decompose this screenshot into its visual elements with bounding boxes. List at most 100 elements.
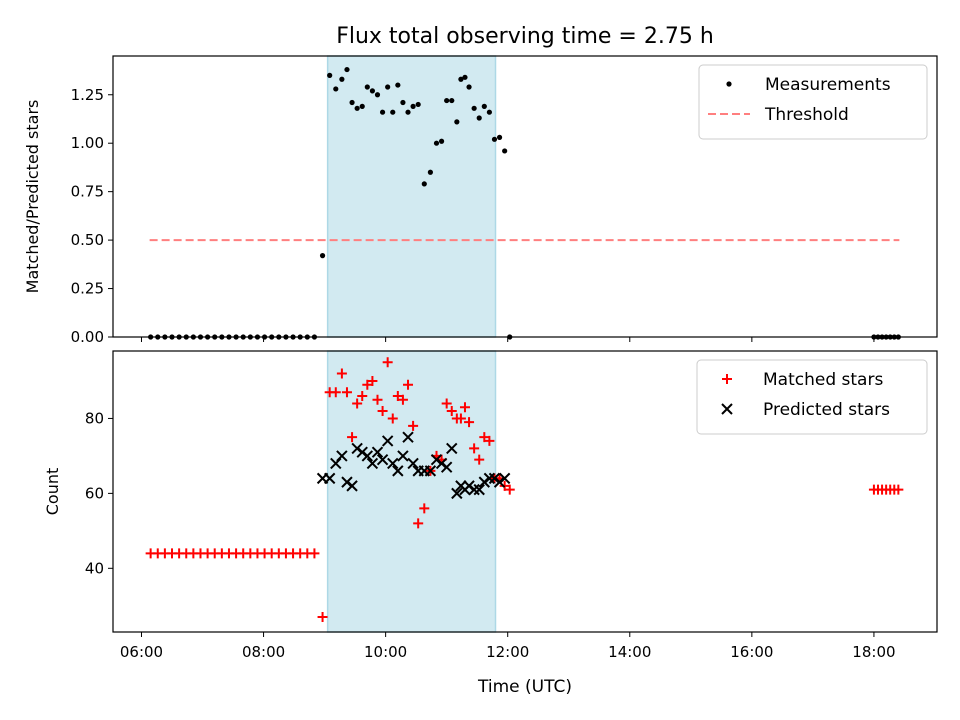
data-point (364, 84, 370, 90)
chart-title: Flux total observing time = 2.75 h (336, 24, 714, 49)
plot-frame (112, 350, 938, 633)
legend-label: Measurements (765, 75, 891, 95)
data-point (421, 181, 427, 187)
observing-span (326, 350, 497, 633)
data-point (390, 109, 396, 115)
data-point (440, 461, 453, 473)
data-point (449, 97, 455, 104)
data-point (319, 253, 326, 259)
data-point (323, 472, 336, 485)
x-tick-label: 10:00 (364, 643, 407, 661)
data-point (374, 92, 381, 98)
data-point (395, 82, 401, 88)
data-point (354, 105, 360, 111)
data-point (361, 450, 374, 462)
data-point (392, 390, 403, 401)
data-point (387, 457, 399, 470)
data-point (468, 483, 480, 496)
data-point (484, 435, 495, 446)
data-point (352, 398, 363, 409)
y-tick-label: 80 (85, 409, 104, 427)
data-point (458, 76, 464, 82)
data-point (441, 398, 452, 409)
x-tick-label: 16:00 (730, 643, 773, 661)
data-point (403, 379, 414, 390)
y-tick-label: 1.00 (71, 134, 104, 152)
data-point (455, 413, 466, 424)
data-point (400, 99, 406, 106)
legend-marker (721, 403, 733, 415)
data-point (359, 103, 365, 109)
x-tick-label: 06:00 (120, 643, 163, 661)
data-point (407, 457, 419, 470)
data-point (446, 442, 458, 455)
data-point (379, 109, 386, 115)
data-point (479, 432, 490, 443)
data-point (466, 84, 472, 90)
data-point (464, 417, 475, 428)
data-point (469, 443, 480, 454)
data-point (317, 612, 328, 623)
data-point (415, 101, 421, 108)
data-point (419, 503, 430, 514)
y-tick-label: 0.25 (71, 280, 104, 298)
data-point (451, 487, 463, 500)
x-tick-label: 08:00 (242, 643, 285, 661)
data-point (341, 387, 352, 398)
plot-frame (112, 55, 938, 338)
data-point (362, 379, 373, 390)
data-point (397, 450, 409, 462)
data-point (385, 84, 391, 90)
data-point (486, 109, 492, 115)
data-point (366, 457, 379, 470)
bottom-panel-counts: 40 60 80 06:00 08:00 10:00 12:00 14:00 16:00 18:0… (43, 350, 938, 661)
data-point (369, 88, 376, 94)
legend-marker (722, 374, 732, 384)
data-point (402, 431, 414, 443)
data-point (893, 484, 904, 495)
data-point (481, 103, 487, 109)
data-point (496, 134, 503, 140)
data-point (502, 148, 508, 154)
legend-label: Threshold (764, 105, 849, 125)
data-point (413, 518, 424, 529)
legend-box (698, 64, 928, 140)
x-tick-label: 14:00 (608, 643, 651, 661)
y-tick-label: 0.75 (71, 183, 104, 201)
legend-label: Predicted stars (763, 400, 890, 420)
data-point (392, 465, 404, 477)
data-point (454, 119, 460, 125)
data-point (377, 405, 388, 416)
data-point (491, 136, 498, 142)
legend-marker (726, 81, 732, 87)
data-point (336, 368, 347, 379)
data-point (405, 109, 411, 115)
data-point (336, 450, 348, 462)
x-axis-label: Time (UTC) (477, 677, 572, 697)
series-predicted-stars (316, 431, 511, 500)
data-point (330, 387, 341, 398)
y-axis-label: Matched/Predicted stars (23, 100, 42, 294)
top-panel-ratio: 0.00 0.25 0.50 0.75 1.00 1.25 Matched/Predicte… (23, 55, 938, 346)
y-tick-label: 40 (85, 559, 104, 577)
data-point (347, 432, 358, 443)
data-point (444, 97, 450, 104)
data-point (349, 99, 355, 106)
y-tick-label: 60 (85, 484, 104, 502)
legend-box (696, 359, 928, 435)
y-tick-label: 1.25 (71, 86, 104, 104)
data-point (471, 105, 477, 111)
data-point (408, 420, 419, 431)
data-point (344, 66, 350, 73)
data-point (462, 74, 468, 80)
data-point (427, 169, 433, 175)
observing-span (326, 55, 497, 338)
y-tick-label: 0.00 (71, 328, 104, 346)
data-point (438, 138, 445, 144)
data-point (376, 453, 389, 466)
legend: Measurements Threshold (698, 64, 928, 140)
legend-label: Matched stars (763, 370, 883, 390)
data-point (433, 140, 440, 146)
data-point (397, 394, 408, 405)
